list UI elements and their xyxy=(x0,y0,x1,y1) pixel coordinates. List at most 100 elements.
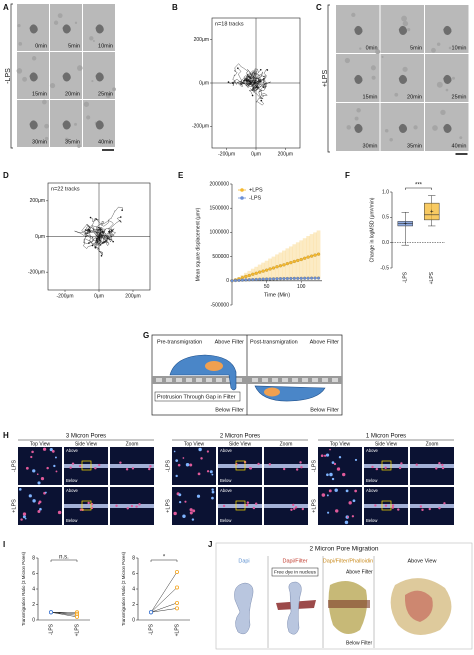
texture xyxy=(384,128,389,133)
data-point xyxy=(310,254,314,258)
filter-band xyxy=(64,464,108,468)
track xyxy=(249,68,268,84)
zoom-box xyxy=(381,500,392,511)
nucleus xyxy=(205,361,223,371)
nucleus-dot xyxy=(336,467,341,471)
view-label: Zoom xyxy=(126,441,139,447)
nucleus-dot xyxy=(347,515,350,518)
data-point xyxy=(233,278,238,283)
side-label: Above xyxy=(366,448,379,453)
track-end xyxy=(260,99,263,102)
texture xyxy=(351,12,356,18)
nucleus-dot xyxy=(301,507,305,511)
nucleus-dot xyxy=(293,507,296,510)
nucleus-dot xyxy=(344,520,349,525)
texture xyxy=(86,115,91,120)
nucleus-dot xyxy=(326,494,329,497)
track-end xyxy=(100,254,103,257)
data-point xyxy=(278,277,283,281)
texture xyxy=(83,101,90,107)
group-title: 3 Micron Pores xyxy=(66,434,106,440)
nucleus-dot xyxy=(191,518,195,521)
side-label: Above xyxy=(220,488,233,493)
cell-image xyxy=(62,72,71,82)
data-point xyxy=(268,277,272,281)
nucleus-dot xyxy=(252,506,256,510)
x-tick-label: -200μm xyxy=(56,293,73,299)
texture xyxy=(413,125,418,130)
cell-render xyxy=(404,590,433,622)
data-point xyxy=(289,276,293,281)
bracket xyxy=(327,4,330,153)
nucleus-dot xyxy=(46,466,49,470)
texture xyxy=(91,80,94,83)
view-label: Side View xyxy=(75,441,98,447)
nucleus-dot xyxy=(245,503,249,507)
nucleus-dot xyxy=(131,467,135,470)
nucleus-dot xyxy=(149,465,152,468)
condition-label: -LPS xyxy=(5,68,12,84)
view-label: Zoom xyxy=(426,441,439,447)
data-point xyxy=(268,267,272,271)
nucleus-dot xyxy=(25,466,29,470)
texture xyxy=(448,46,452,50)
texture xyxy=(375,49,381,55)
nucleus-dot xyxy=(268,463,272,466)
nucleus-dot xyxy=(125,468,129,471)
texture xyxy=(74,122,77,126)
data-point xyxy=(265,277,269,281)
data-point xyxy=(261,277,265,281)
y-tick-label: 4 xyxy=(32,586,35,592)
x-tick-label: +LPS xyxy=(74,623,80,636)
nucleus-dot xyxy=(189,511,193,515)
nucleus-dot xyxy=(345,489,349,493)
diagram-label: Above Filter xyxy=(215,339,245,345)
nucleus-dot xyxy=(246,501,250,504)
texture xyxy=(92,40,95,43)
texture xyxy=(402,20,409,27)
nucleus-dot xyxy=(39,507,42,511)
nucleus-dot xyxy=(182,457,185,459)
region-label: Above Filter xyxy=(346,569,373,575)
region-label: Below Filter xyxy=(346,640,372,646)
nucleus-dot xyxy=(69,466,72,469)
texture xyxy=(354,116,359,121)
condition-label: +LPS xyxy=(322,70,329,88)
texture xyxy=(356,108,361,113)
data-point xyxy=(174,569,179,574)
diagram-label: Below Filter xyxy=(310,407,339,413)
nucleus-dot xyxy=(22,515,26,519)
nucleus-dot xyxy=(115,504,118,507)
y-tick-label: 0 xyxy=(132,617,135,623)
cell-image xyxy=(95,120,104,130)
nucleus-render xyxy=(234,582,254,635)
filter-band xyxy=(410,464,454,468)
filter-band xyxy=(218,504,262,508)
nucleus-dot xyxy=(375,467,379,471)
pair-line xyxy=(50,612,78,616)
filter-band xyxy=(364,464,408,468)
row-label: +LPS xyxy=(165,499,171,513)
y-tick-label: 8 xyxy=(132,555,135,561)
data-point xyxy=(310,276,314,280)
texture xyxy=(402,66,408,72)
nucleus-dot xyxy=(130,504,134,508)
x-tick-label: 100 xyxy=(297,284,306,290)
y-tick-label: 2 xyxy=(132,602,135,608)
micrograph xyxy=(318,487,362,525)
nucleus-dot xyxy=(438,462,441,465)
nucleus-dot xyxy=(391,504,395,507)
data-point xyxy=(282,276,286,281)
track-end xyxy=(256,85,258,88)
nucleus-dot xyxy=(325,453,330,457)
cell-image xyxy=(443,123,452,133)
cell-image xyxy=(398,123,408,133)
nucleus-dot xyxy=(192,509,196,513)
filter-band xyxy=(410,504,454,508)
nucleus-dot xyxy=(391,506,395,509)
nucleus-dot xyxy=(90,503,94,506)
y-tick-label: 200μm xyxy=(194,37,209,43)
nucleus-dot xyxy=(184,500,187,503)
data-point xyxy=(306,276,310,280)
panel-letter: A xyxy=(3,3,9,12)
